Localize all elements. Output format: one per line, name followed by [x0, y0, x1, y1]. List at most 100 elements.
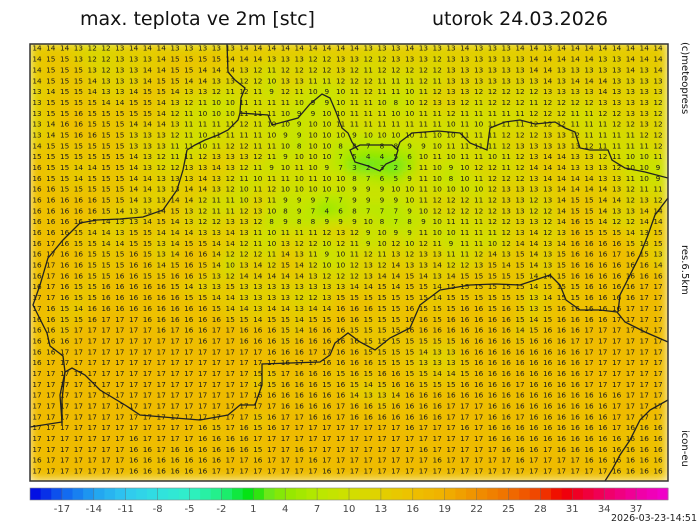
grid-value: 17 [226, 401, 236, 410]
grid-value: 13 [364, 271, 374, 280]
grid-value: 11 [377, 250, 386, 259]
grid-value: 14 [157, 65, 167, 74]
grid-value: 17 [101, 347, 111, 356]
temperature-cell [456, 85, 473, 98]
grid-value: 16 [557, 358, 567, 367]
temperature-cell [42, 52, 59, 66]
grid-value: 16 [502, 304, 512, 313]
grid-value: 11 [170, 141, 179, 150]
grid-value: 17 [336, 445, 346, 454]
grid-value: 15 [350, 326, 359, 335]
grid-value: 17 [598, 467, 608, 476]
colorbar-segment [104, 488, 116, 500]
grid-value: 16 [446, 391, 456, 400]
grid-value: 12 [474, 87, 483, 96]
grid-value: 13 [184, 163, 194, 172]
grid-value: 15 [115, 250, 124, 259]
grid-value: 17 [184, 358, 194, 367]
grid-value: 12 [529, 206, 538, 215]
grid-value: 15 [115, 141, 124, 150]
grid-value: 14 [433, 282, 443, 291]
grid-value: 12 [253, 76, 262, 85]
grid-value: 14 [198, 65, 208, 74]
grid-value: 16 [433, 401, 443, 410]
grid-value: 13 [474, 44, 484, 53]
grid-value: 17 [598, 369, 608, 378]
grid-value: 9 [297, 120, 302, 129]
grid-value: 17 [170, 326, 180, 335]
grid-value: 11 [405, 120, 414, 129]
grid-value: 17 [460, 467, 470, 476]
grid-value: 17 [74, 336, 84, 345]
grid-value: 17 [143, 336, 153, 345]
grid-value: 14 [143, 44, 153, 53]
grid-value: 17 [115, 445, 125, 454]
temperature-cell [291, 85, 308, 98]
grid-value: 10 [295, 98, 305, 107]
model-label: icon-eu [679, 430, 690, 467]
grid-value: 11 [308, 250, 317, 259]
colorbar-tick-label: 7 [313, 504, 321, 515]
grid-value: 17 [612, 401, 622, 410]
grid-value: 15 [101, 196, 110, 205]
grid-value: 11 [653, 152, 662, 161]
temperature-cell [249, 63, 266, 77]
grid-value: 13 [253, 206, 263, 215]
grid-value: 17 [640, 347, 650, 356]
grid-value: 14 [557, 44, 567, 53]
grid-value: 12 [529, 130, 538, 139]
grid-value: 16 [488, 369, 498, 378]
grid-value: 17 [88, 347, 98, 356]
grid-value: 17 [584, 336, 594, 345]
grid-value: 16 [129, 271, 139, 280]
grid-value: 13 [295, 250, 305, 259]
grid-value: 14 [446, 271, 456, 280]
temperature-cell [525, 85, 542, 98]
grid-value: 14 [557, 196, 567, 205]
grid-value: 15 [364, 315, 373, 324]
grid-value: 17 [88, 467, 98, 476]
grid-value: 11 [377, 76, 386, 85]
temperature-cell [553, 74, 570, 88]
grid-value: 17 [88, 434, 98, 443]
grid-value: 17 [32, 391, 42, 400]
grid-value: 16 [32, 315, 42, 324]
grid-value: 12 [474, 250, 483, 259]
grid-value: 16 [143, 467, 153, 476]
grid-value: 13 [212, 44, 222, 53]
temperature-cell [236, 52, 252, 66]
grid-value: 11 [474, 239, 483, 248]
grid-value: 14 [640, 55, 650, 64]
grid-value: 17 [653, 304, 663, 313]
grid-value: 16 [433, 391, 443, 400]
grid-value: 17 [336, 412, 346, 421]
grid-value: 14 [101, 217, 111, 226]
temperature-cell [305, 63, 321, 77]
colorbar-segment [508, 488, 520, 500]
grid-value: 15 [198, 55, 207, 64]
grid-value: 13 [640, 65, 650, 74]
grid-value: 15 [46, 141, 55, 150]
grid-value: 12 [598, 109, 607, 118]
grid-value: 11 [488, 141, 497, 150]
grid-value: 17 [46, 456, 56, 465]
grid-value: 11 [391, 87, 400, 96]
grid-value: 17 [239, 347, 249, 356]
temperature-cell [291, 74, 308, 88]
grid-value: 11 [322, 76, 331, 85]
grid-value: 16 [391, 369, 401, 378]
grid-value: 17 [170, 401, 180, 410]
grid-value: 14 [543, 152, 553, 161]
colorbar-segment [402, 488, 414, 500]
grid-value: 12 [239, 163, 248, 172]
grid-value: 16 [571, 434, 581, 443]
grid-value: 11 [460, 130, 469, 139]
grid-value: 13 [515, 141, 525, 150]
grid-value: 13 [640, 196, 650, 205]
grid-value: 15 [143, 271, 152, 280]
grid-value: 10 [267, 239, 277, 248]
grid-value: 16 [377, 369, 387, 378]
grid-value: 17 [157, 336, 167, 345]
temperature-cell [622, 95, 639, 109]
grid-value: 10 [308, 141, 318, 150]
